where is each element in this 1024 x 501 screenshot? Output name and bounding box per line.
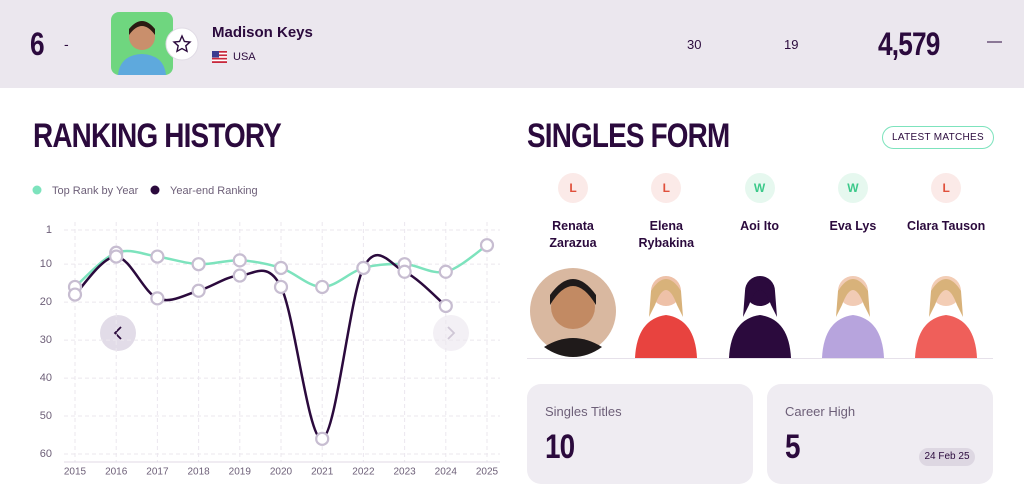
section-title: SINGLES FORM [527, 117, 730, 155]
prev-button[interactable] [100, 315, 136, 351]
data-point [109, 249, 124, 264]
x-tick-label: 2021 [311, 467, 334, 478]
x-tick-label: 2025 [476, 467, 499, 478]
data-point [356, 260, 371, 276]
player-avatar [111, 12, 199, 75]
x-tick-label: 2015 [64, 467, 87, 478]
player-name: Madison Keys [212, 24, 313, 41]
photo-body [635, 315, 698, 358]
result-badge: W [744, 173, 775, 203]
x-tick-label: 2022 [352, 467, 375, 478]
country: USA [233, 51, 256, 63]
data-point [191, 257, 206, 272]
flag-icon [212, 51, 227, 63]
data-point [67, 287, 83, 302]
rank: 6 [30, 26, 45, 62]
stat-label: Career High [785, 404, 856, 419]
stat-card [527, 384, 753, 484]
legend-label: Top Rank by Year [52, 185, 139, 197]
prev-icon [113, 326, 122, 340]
opponent-photo [915, 276, 978, 358]
movement: - [64, 36, 69, 52]
opponent-photo [635, 276, 698, 358]
opponent-name: Eva Lys [829, 219, 877, 233]
stat: 30 [687, 37, 702, 52]
y-tick-label: 30 [40, 334, 52, 346]
opponent-name: Clara Tauson [907, 219, 986, 233]
photo-body [544, 338, 602, 357]
legend-marker [150, 185, 160, 195]
result-badge: L [651, 173, 682, 203]
photo-baseline [527, 358, 993, 359]
points: 4,579 [878, 26, 940, 62]
latest-matches-button[interactable]: LATEST MATCHES [882, 126, 994, 149]
points-change: — [987, 33, 1002, 50]
photo-body [821, 315, 884, 358]
opponent-name: Elena Rybakina [638, 219, 695, 250]
data-point [273, 260, 289, 276]
y-tick-label: 10 [40, 258, 52, 270]
photo-body [915, 315, 978, 358]
next-icon [447, 326, 456, 340]
opponent-name: Aoi Ito [740, 219, 780, 233]
next-button[interactable] [433, 315, 469, 351]
result-badge: L [931, 173, 962, 203]
ranking-chart: 1 10 20 30 40 50 60 2015 2016 2017 2018 2019 2020 202… [32, 185, 500, 478]
x-tick-label: 2023 [393, 467, 416, 478]
x-tick-label: 2016 [105, 467, 128, 478]
x-tick-label: 2019 [229, 467, 252, 478]
stat-value: 10 [545, 428, 575, 466]
result-badge: L [558, 173, 588, 203]
data-point [273, 279, 289, 295]
opponent-photo [728, 276, 791, 358]
data-point [232, 253, 247, 268]
y-tick-label: 50 [40, 410, 52, 422]
data-point [150, 291, 165, 306]
data-point [315, 279, 330, 295]
series-line [74, 253, 447, 441]
y-tick-label: 40 [40, 372, 52, 384]
x-tick-label: 2017 [146, 467, 169, 478]
x-tick-label: 2024 [435, 467, 458, 478]
section-title: RANKING HISTORY [33, 117, 282, 155]
photo-hair [649, 279, 684, 317]
result-badge: W [837, 173, 868, 203]
legend-marker [32, 185, 42, 195]
data-point [232, 268, 247, 283]
photo-hair [550, 279, 596, 305]
y-tick-label: 20 [40, 296, 52, 308]
data-point [479, 238, 495, 253]
photo-hair [742, 279, 777, 317]
y-tick-label: 1 [46, 224, 52, 236]
legend-label: Year-end Ranking [170, 185, 258, 197]
date-pill: 24 Feb 25 [919, 448, 975, 466]
x-tick-label: 2020 [270, 467, 293, 478]
data-point [191, 283, 206, 298]
x-tick-label: 2018 [187, 467, 210, 478]
photo-head [551, 285, 595, 329]
data-point [397, 264, 412, 279]
grid [64, 222, 500, 462]
photo-hair [835, 279, 870, 317]
photo-hair [929, 279, 964, 317]
opponent-photo [530, 268, 616, 357]
opponent-photo [821, 276, 884, 358]
data-point [150, 249, 165, 264]
stat-label: Singles Titles [545, 404, 622, 419]
stat-card [767, 384, 993, 484]
data-point [438, 264, 453, 279]
y-tick-label: 60 [40, 448, 52, 460]
stat-value: 5 [785, 428, 801, 466]
opponent-name: Renata Zarazua [549, 219, 597, 250]
data-point [438, 298, 453, 314]
photo-body [728, 315, 791, 358]
data-point [315, 431, 330, 446]
stat: 19 [784, 37, 799, 52]
